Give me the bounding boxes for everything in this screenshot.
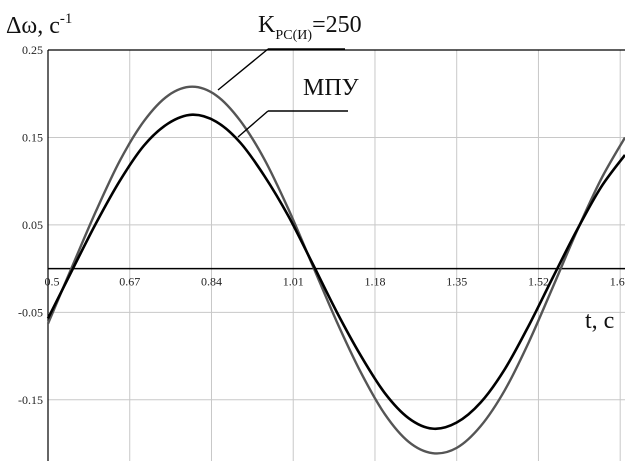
x-tick-label: 1.52 [528,275,549,289]
legend-callouts [217,48,348,138]
y-tick-label: 0.25 [22,43,43,57]
x-tick-label: 0.84 [201,275,222,289]
y-axis-title: Δω, с-1 [6,11,72,39]
callout-mpu-leader [237,110,269,138]
tick-labels: 0.5 0.67 0.84 1.01 1.18 1.35 1.52 1.69 0.25 0.15 0… [18,43,625,407]
series-label-kpc-suffix: =250 [312,12,362,38]
x-tick-label: 1.01 [283,275,304,289]
y-axis-title-superscript: -1 [60,11,73,27]
grid-lines [47,49,625,461]
series-label-mpu: МПУ [303,75,359,101]
series-line-mpu [46,113,625,431]
series-label-kpc: KРС(И)=250 [258,12,362,43]
x-tick-label: 1.69 [610,275,625,289]
series-lines [46,85,625,455]
y-tick-label: 0.05 [22,218,43,232]
x-tick-label: 0.5 [45,275,60,289]
y-tick-label: -0.05 [18,305,43,319]
x-tick-label: 1.18 [364,275,385,289]
series-label-kpc-subscript: РС(И) [275,28,312,43]
x-tick-label: 1.35 [446,275,467,289]
series-line-kpc [46,85,625,455]
y-tick-label: 0.15 [22,130,43,144]
callout-kpc-leader [217,48,269,91]
x-tick-label: 0.67 [119,275,140,289]
y-tick-label: -0.15 [18,393,43,407]
x-axis-title: t, c [585,308,614,334]
